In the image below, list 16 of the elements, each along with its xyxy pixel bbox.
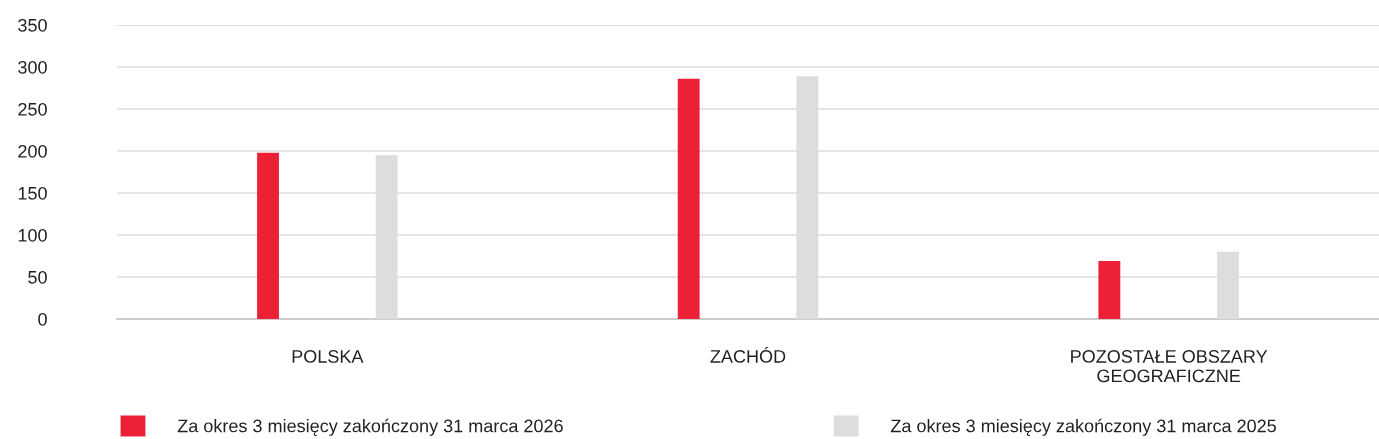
bar [1098, 261, 1121, 319]
y-tick-label: 200 [18, 144, 47, 158]
legend-label: Za okres 3 miesięcy zakończony 31 marca 2026 [177, 418, 563, 436]
x-tick-label: POZOSTAŁE OBSZARY GEOGRAFICZNE [1071, 350, 1268, 383]
y-tick-label: 300 [18, 60, 47, 74]
y-tick-label: 350 [18, 18, 47, 32]
y-tick-label: 50 [28, 270, 47, 284]
y-tick-label: 150 [18, 186, 47, 200]
bar [257, 152, 279, 319]
legend-label: Za okres 3 miesięcy zakończony 31 marca 2025 [890, 418, 1276, 436]
x-tick-label: ZACHÓD [710, 346, 786, 363]
y-tick-label: 100 [18, 228, 47, 242]
bar [677, 78, 700, 319]
y-tick-label: 250 [18, 102, 47, 116]
x-tick-label: POLSKA [292, 350, 364, 363]
y-tick-label: 0 [38, 312, 47, 326]
